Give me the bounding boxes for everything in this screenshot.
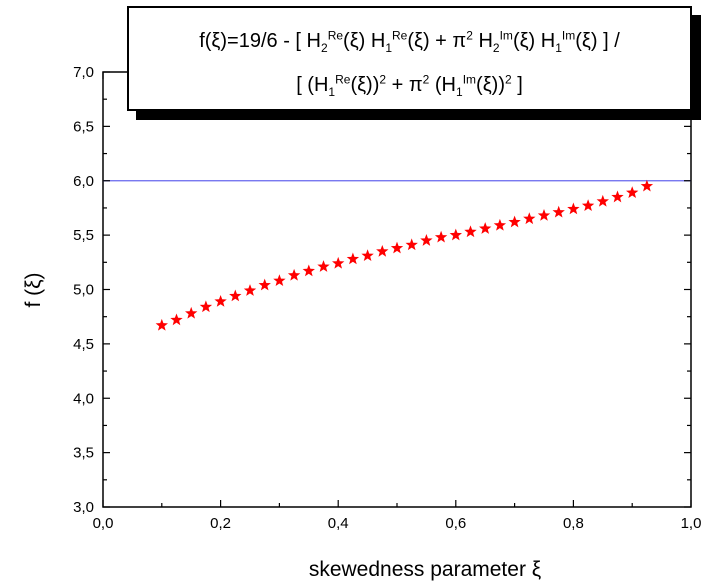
y-tick-label: 5,0	[73, 282, 94, 299]
formula-subscript: 1	[456, 85, 463, 99]
plot-frame	[102, 71, 692, 508]
y-tick-label: 6,0	[73, 173, 94, 190]
y-axis-title: f (ξ)	[22, 272, 45, 307]
x-tick-labels: 0,0 0,2 0,4 0,6 0,8 1,0	[93, 515, 702, 532]
data-point-star	[258, 278, 271, 291]
formula-line-1: f(ξ)=19/6 - [ H2Re(ξ) H1Re(ξ) + π2 H2Im(…	[129, 28, 690, 55]
data-point-star	[464, 225, 477, 238]
y-tick-label: 3,5	[73, 445, 94, 462]
data-point-star	[376, 244, 389, 257]
data-point-star	[170, 313, 183, 326]
formula-line-2: [ (H1Re(ξ))2 + π2 (H1Im(ξ))2 ]	[129, 72, 690, 99]
data-point-star	[611, 190, 624, 203]
data-point-star	[523, 212, 536, 225]
formula-text: ]	[511, 74, 523, 96]
formula-superscript: Im	[561, 28, 576, 43]
data-point-star	[287, 268, 301, 281]
formula-text: (H	[429, 74, 457, 96]
data-point-star	[361, 249, 374, 262]
y-tick-labels: 3,0 3,5 4,0 4,5 5,0 5,5 6,0 6,5 7,0	[73, 64, 94, 516]
data-point-star	[155, 318, 168, 331]
data-point-star	[581, 199, 595, 212]
formula-annotation: f(ξ)=19/6 - [ H2Re(ξ) H1Re(ξ) + π2 H2Im(…	[127, 6, 692, 111]
formula-superscript: 2	[422, 72, 430, 87]
data-point-star	[390, 241, 404, 254]
y-tick-label: 5,5	[73, 227, 94, 244]
x-tick-label: 0,2	[210, 515, 231, 532]
x-axis-title: skewedness parameter ξ	[309, 558, 541, 581]
y-tick-label: 4,0	[73, 390, 94, 407]
data-point-star	[229, 289, 242, 302]
data-points	[155, 179, 654, 331]
y-tick-label: 7,0	[73, 64, 94, 81]
data-point-star	[317, 260, 330, 272]
formula-text: (ξ) + π	[407, 30, 467, 52]
formula-text: (ξ) H	[512, 30, 556, 52]
data-point-star	[596, 194, 609, 207]
data-point-star	[508, 215, 521, 228]
data-point-star	[199, 300, 213, 313]
data-point-star	[626, 186, 639, 198]
data-point-star	[405, 238, 418, 251]
formula-superscript: Im	[499, 28, 513, 43]
formula-text: [ (H	[296, 74, 329, 96]
formula-text: (ξ))	[350, 74, 380, 96]
data-point-star	[552, 205, 565, 218]
y-tick-label: 4,5	[73, 336, 94, 353]
formula-superscript: Re	[327, 28, 344, 43]
data-point-star	[332, 256, 345, 269]
x-tick-label: 0,6	[445, 515, 466, 532]
formula-superscript: 2	[466, 28, 473, 43]
x-tick-label: 0,0	[93, 515, 114, 532]
formula-superscript: Re	[335, 72, 351, 87]
formula-superscript: 2	[379, 72, 387, 87]
formula-subscript: 1	[328, 85, 336, 99]
x-tick-label: 0,8	[563, 515, 584, 532]
data-point-star	[243, 284, 257, 296]
y-tick-label: 3,0	[73, 499, 94, 516]
formula-superscript: Re	[392, 28, 408, 43]
y-tick-label: 6,5	[73, 118, 94, 135]
data-point-star	[346, 252, 360, 265]
tick-marks	[102, 71, 692, 508]
formula-subscript: 1	[385, 41, 392, 55]
formula-superscript: Im	[462, 72, 477, 87]
data-point-star	[537, 209, 551, 221]
formula-superscript: 2	[504, 72, 512, 87]
formula-subscript: 2	[321, 41, 328, 55]
data-point-star	[214, 294, 227, 307]
x-tick-label: 0,4	[328, 515, 349, 532]
formula-text: (ξ))	[476, 74, 505, 96]
formula-text: (ξ) ] /	[575, 30, 620, 52]
formula-subscript: 2	[492, 41, 500, 55]
data-point-star	[640, 179, 654, 192]
data-point-star	[567, 202, 580, 215]
data-point-star	[273, 274, 286, 287]
formula-subscript: 1	[555, 41, 562, 55]
data-point-star	[493, 218, 507, 231]
data-point-star	[302, 264, 315, 277]
data-point-star	[479, 222, 492, 234]
data-point-star	[185, 306, 198, 319]
data-point-star	[420, 234, 433, 246]
formula-text: (ξ) H	[343, 30, 386, 52]
data-point-star	[449, 228, 462, 241]
data-point-star	[434, 230, 448, 243]
formula-text: H	[472, 30, 493, 52]
x-tick-label: 1,0	[681, 515, 702, 532]
formula-text: f(ξ)=19/6 - [ H	[199, 30, 321, 52]
formula-text: + π	[386, 74, 423, 96]
